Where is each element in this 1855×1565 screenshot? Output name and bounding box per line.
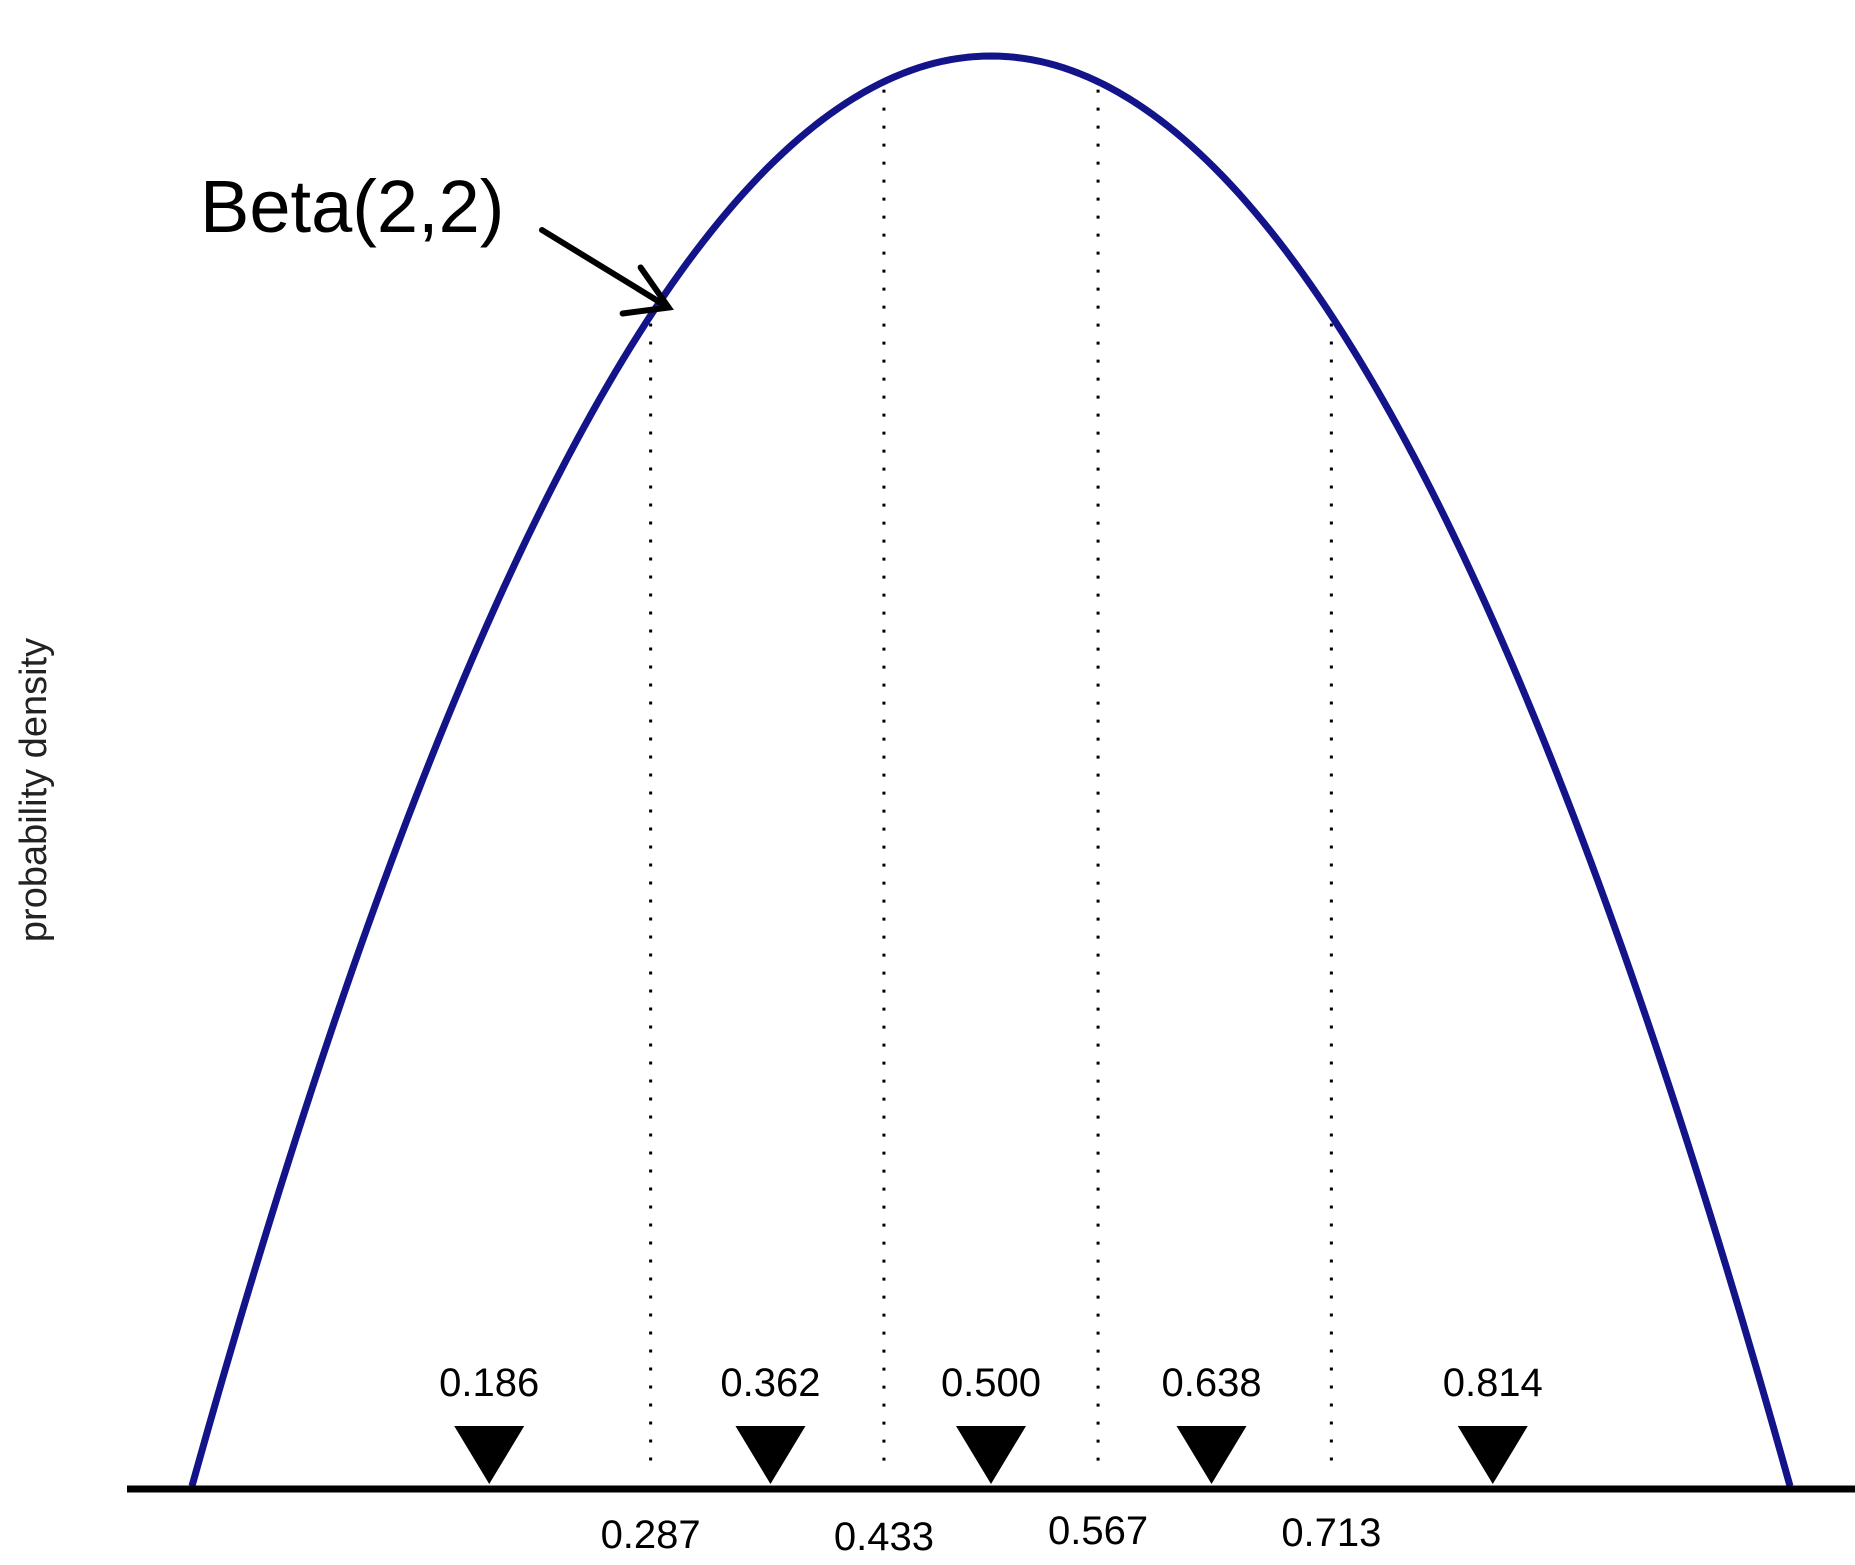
- marker-label: 0.814: [1443, 1361, 1543, 1405]
- annotation-arrow: [539, 227, 674, 317]
- bin-boundary-lines: [649, 89, 1333, 1472]
- bin-boundary-label: 0.287: [601, 1513, 701, 1557]
- marker-triangle: [956, 1426, 1026, 1484]
- marker-group: [454, 1426, 1528, 1484]
- bin-boundary-label: 0.433: [834, 1515, 934, 1559]
- series-annotation-label: Beta(2,2): [200, 165, 504, 248]
- bin-boundary-label: 0.567: [1048, 1509, 1148, 1553]
- marker-label: 0.638: [1161, 1361, 1261, 1405]
- bin-boundary-label: 0.713: [1281, 1511, 1381, 1555]
- annotation-arrow-head: [619, 264, 674, 317]
- annotation-arrow-shaft: [539, 227, 672, 311]
- marker-triangle: [454, 1426, 525, 1484]
- marker-label: 0.500: [941, 1361, 1041, 1405]
- series-line-beta-2-2: [188, 52, 1794, 1487]
- marker-label-group: 0.186 0.362 0.500 0.638 0.814: [439, 1361, 1543, 1405]
- bin-boundary-label-group: 0.287 0.433 0.567 0.713: [601, 1509, 1382, 1559]
- marker-triangle: [1176, 1426, 1247, 1484]
- marker-label: 0.186: [439, 1361, 539, 1405]
- marker-label: 0.362: [720, 1361, 820, 1405]
- marker-triangle: [735, 1426, 806, 1484]
- marker-triangle: [1457, 1426, 1528, 1484]
- y-axis-label: probability density: [13, 638, 55, 942]
